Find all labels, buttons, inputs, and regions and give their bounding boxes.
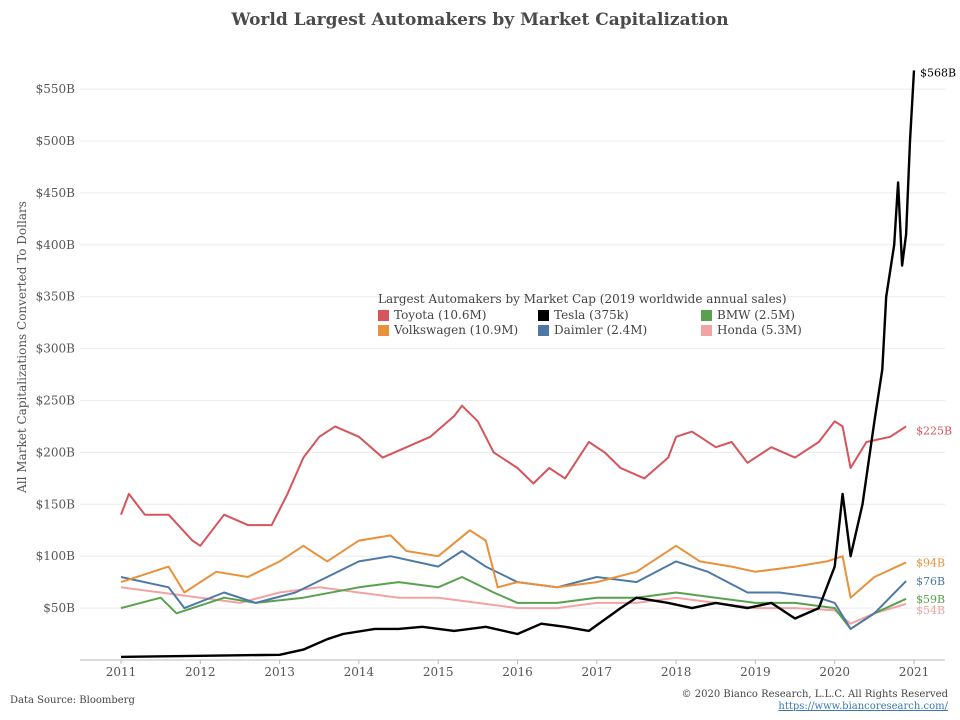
x-tick-label: 2015	[423, 665, 454, 679]
legend-item: BMW (2.5M)	[701, 308, 821, 322]
y-tick-label: $550B	[36, 82, 76, 96]
legend-item: Daimler (2.4M)	[538, 323, 701, 337]
legend-label: Honda (5.3M)	[717, 323, 802, 337]
website-link[interactable]: https://www.biancoresearch.com/	[778, 701, 948, 712]
x-tick-label: 2016	[502, 665, 533, 679]
legend-item: Tesla (375k)	[538, 308, 701, 322]
x-tick-label: 2021	[899, 665, 930, 679]
legend-swatch	[701, 324, 712, 336]
series-line-toyota	[120, 404, 907, 547]
legend: Largest Automakers by Market Cap (2019 w…	[378, 292, 821, 337]
end-label: $76B	[916, 575, 945, 588]
legend-swatch	[538, 309, 549, 321]
series-line-daimler	[120, 550, 907, 630]
end-label: $54B	[916, 604, 945, 617]
legend-label: Daimler (2.4M)	[554, 323, 648, 337]
x-tick-label: 2018	[661, 665, 692, 679]
x-tick-label: 2013	[264, 665, 295, 679]
y-tick-label: $250B	[36, 394, 76, 408]
copyright-block: © 2020 Bianco Research, L.L.C. All Right…	[682, 689, 948, 713]
end-label: $59B	[916, 593, 945, 606]
series-line-tesla	[120, 70, 916, 659]
x-tick-label: 2012	[185, 665, 216, 679]
legend-label: Tesla (375k)	[554, 308, 629, 322]
legend-swatch	[378, 324, 389, 336]
y-tick-label: $300B	[36, 342, 76, 356]
legend-swatch	[701, 309, 712, 321]
y-tick-label: $350B	[36, 290, 76, 304]
series-line-volkswagen	[120, 529, 907, 599]
x-tick-label: 2020	[819, 665, 850, 679]
legend-label: Toyota (10.6M)	[394, 308, 487, 322]
x-tick-label: 2011	[106, 665, 137, 679]
copyright: © 2020 Bianco Research, L.L.C. All Right…	[681, 689, 948, 700]
chart-title: World Largest Automakers by Market Capit…	[231, 10, 729, 30]
legend-item: Toyota (10.6M)	[378, 308, 538, 322]
y-tick-label: $200B	[36, 445, 76, 459]
legend-item: Honda (5.3M)	[701, 323, 821, 337]
x-tick-label: 2019	[740, 665, 771, 679]
data-source: Data Source: Bloomberg	[10, 695, 135, 706]
series-line-bmw	[120, 576, 907, 630]
y-tick-label: $150B	[36, 497, 76, 511]
y-tick-label: $450B	[36, 186, 76, 200]
end-label: $568B	[920, 66, 956, 79]
legend-swatch	[378, 309, 389, 321]
end-label: $225B	[916, 424, 952, 437]
legend-swatch	[538, 324, 549, 336]
legend-label: Volkswagen (10.9M)	[394, 323, 519, 337]
end-label: $94B	[916, 556, 945, 569]
y-tick-label: $500B	[36, 134, 76, 148]
y-tick-label: $50B	[43, 601, 75, 615]
x-tick-label: 2014	[344, 665, 375, 679]
y-tick-label: $100B	[36, 549, 76, 563]
legend-title: Largest Automakers by Market Cap (2019 w…	[378, 292, 787, 306]
legend-items: Toyota (10.6M) Tesla (375k) BMW (2.5M) Volk…	[378, 308, 821, 337]
x-tick-label: 2017	[582, 665, 613, 679]
legend-label: BMW (2.5M)	[717, 308, 795, 322]
legend-item: Volkswagen (10.9M)	[378, 323, 538, 337]
y-tick-label: $400B	[36, 238, 76, 252]
